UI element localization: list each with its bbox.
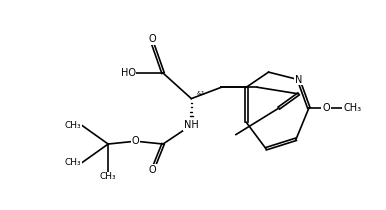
Text: CH₃: CH₃	[65, 159, 81, 167]
Text: CH₃: CH₃	[65, 121, 81, 130]
Text: O: O	[149, 34, 157, 44]
Text: O: O	[132, 136, 139, 146]
Text: O: O	[149, 165, 157, 175]
Text: CH₃: CH₃	[343, 103, 361, 113]
Text: HO: HO	[120, 68, 135, 78]
Text: O: O	[322, 103, 330, 113]
Text: &1: &1	[196, 91, 205, 96]
Text: NH: NH	[184, 120, 199, 130]
Text: N: N	[295, 75, 302, 85]
Text: CH₃: CH₃	[100, 172, 117, 181]
